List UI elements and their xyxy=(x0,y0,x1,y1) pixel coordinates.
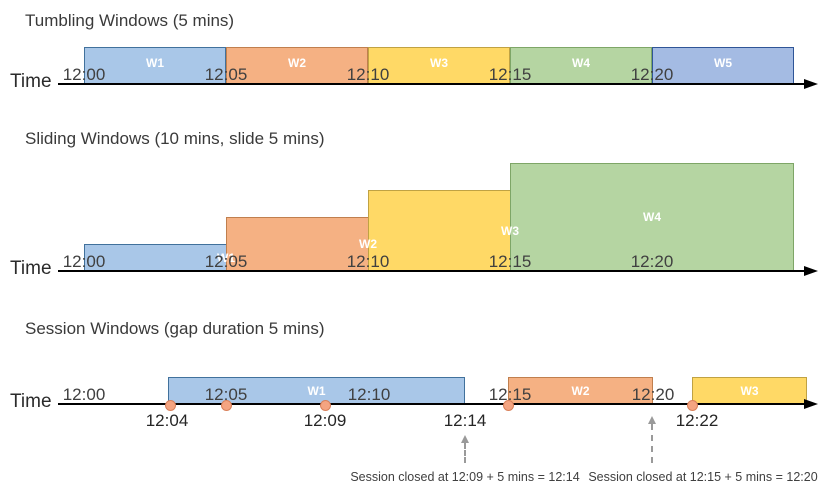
sliding-time-axis-label: Time xyxy=(10,258,52,279)
tumbling-tick-1205: 12:05 xyxy=(204,65,248,84)
sliding-tick-1210: 12:10 xyxy=(346,252,390,271)
session-tick-1215: 12:15 xyxy=(488,385,532,404)
sliding-window-label-w2: W2 xyxy=(359,237,377,251)
session-time-axis-label: Time xyxy=(10,391,52,412)
tumbling-window-label-w5: W5 xyxy=(714,56,732,70)
tumbling-tick-1215: 12:15 xyxy=(488,65,532,84)
sliding-window-w4 xyxy=(510,163,794,271)
event-dot-1215 xyxy=(502,400,514,411)
session-event-time-1204: 12:04 xyxy=(145,411,189,430)
session-event-time-1222: 12:22 xyxy=(675,411,719,430)
event-dot-1209 xyxy=(319,400,331,411)
event-dot-1205 xyxy=(220,400,232,411)
arrowhead-right-icon xyxy=(804,399,818,409)
sliding-tick-1200: 12:00 xyxy=(62,252,106,271)
tumbling-title: Tumbling Windows (5 mins) xyxy=(25,11,235,30)
session-window-label-w1: W1 xyxy=(307,383,326,398)
session-close-arrow-1 xyxy=(461,435,469,463)
tumbling-window-w4 xyxy=(510,47,652,84)
sliding-tick-1215: 12:15 xyxy=(488,252,532,271)
event-dot-1204 xyxy=(164,400,176,411)
tumbling-window-label-w4: W4 xyxy=(572,56,590,70)
sliding-window-label-w3: W3 xyxy=(501,223,519,238)
tumbling-window-w2 xyxy=(226,47,368,84)
tumbling-window-label-w1: W1 xyxy=(146,56,164,70)
tumbling-time-axis xyxy=(58,79,818,89)
session-event-time-1214: 12:14 xyxy=(443,411,487,430)
sliding-title: Sliding Windows (10 mins, slide 5 mins) xyxy=(25,129,325,148)
session-window-w1 xyxy=(168,377,465,404)
sliding-window-label-w1: W1 xyxy=(217,250,235,265)
tumbling-window-w5 xyxy=(652,47,794,84)
session-window-label-w3: W3 xyxy=(740,383,759,398)
arrowhead-right-icon xyxy=(804,79,818,89)
sliding-time-axis xyxy=(58,266,818,276)
session-event-time-1209: 12:09 xyxy=(303,411,347,430)
session-annotation-2: Session closed at 12:15 + 5 mins = 12:20 xyxy=(588,470,818,484)
session-time-axis xyxy=(58,399,818,409)
session-tick-1200: 12:00 xyxy=(62,385,106,404)
event-dot-1222 xyxy=(686,400,698,411)
arrowhead-up-icon xyxy=(461,435,469,443)
sliding-window-label-w4: W4 xyxy=(643,210,661,224)
session-tick-1205: 12:05 xyxy=(204,385,248,404)
tumbling-tick-1220: 12:20 xyxy=(630,65,674,84)
session-tick-1220: 12:20 xyxy=(631,385,675,404)
sliding-tick-1205: 12:05 xyxy=(204,252,248,271)
tumbling-window-label-w2: W2 xyxy=(288,56,306,70)
session-close-arrow-2 xyxy=(648,416,656,463)
tumbling-tick-1210: 12:10 xyxy=(346,65,390,84)
tumbling-time-axis-label: Time xyxy=(10,71,52,92)
arrowhead-right-icon xyxy=(804,266,818,276)
session-window-w3 xyxy=(692,377,807,404)
session-title: Session Windows (gap duration 5 mins) xyxy=(25,319,325,338)
sliding-tick-1220: 12:20 xyxy=(630,252,674,271)
session-tick-1210: 12:10 xyxy=(347,385,391,404)
tumbling-tick-1200: 12:00 xyxy=(62,65,106,84)
tumbling-window-label-w3: W3 xyxy=(430,56,448,70)
session-annotation-1: Session closed at 12:09 + 5 mins = 12:14 xyxy=(350,470,580,484)
arrowhead-up-icon xyxy=(648,416,656,424)
session-window-label-w2: W2 xyxy=(571,383,590,398)
